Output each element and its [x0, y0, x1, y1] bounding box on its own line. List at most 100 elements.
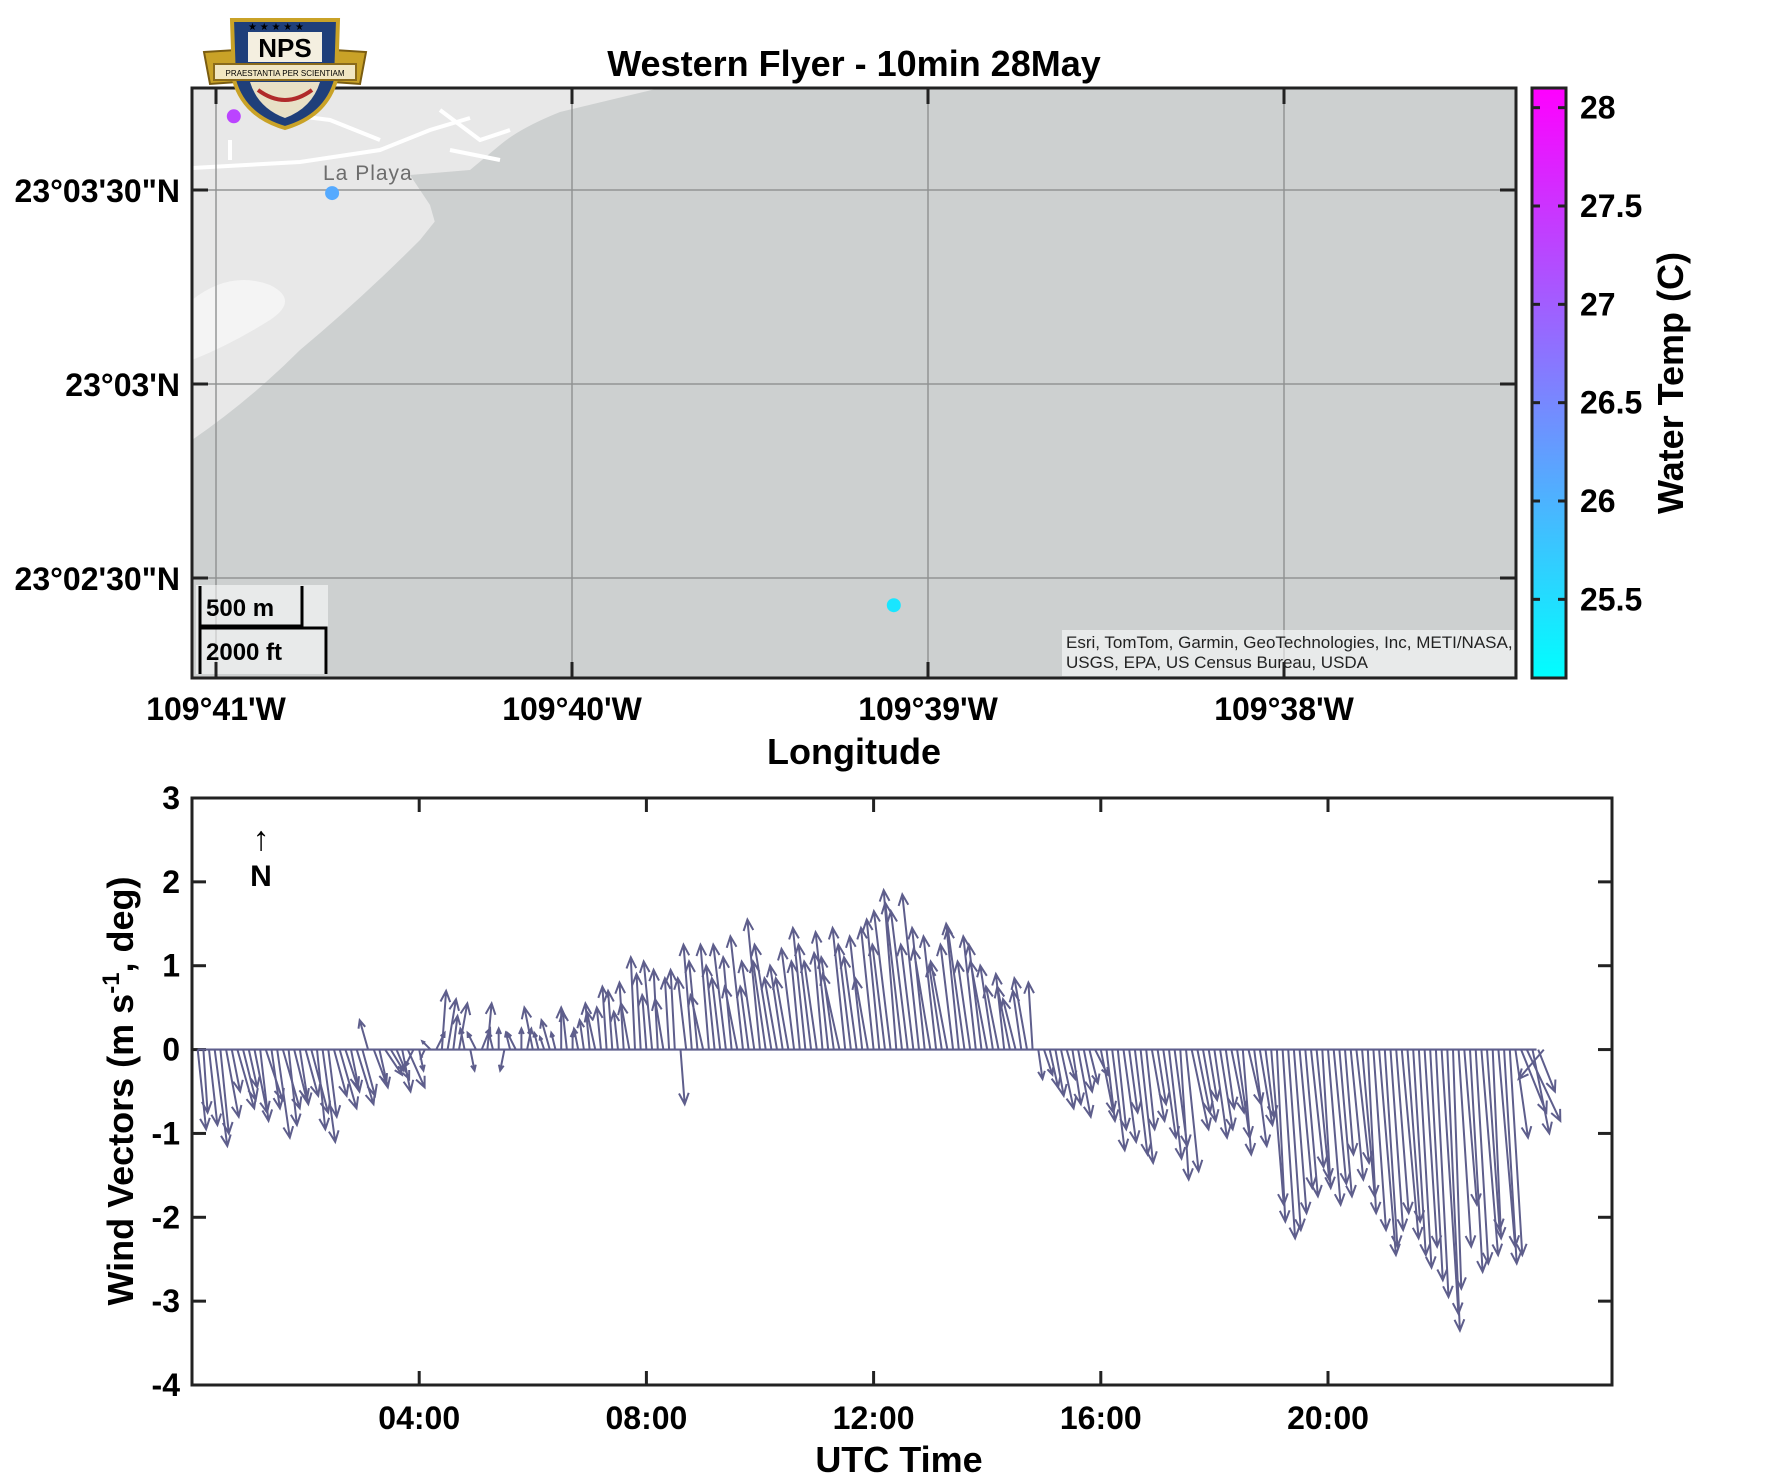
wind-vector [539, 1017, 551, 1050]
wind-vector [909, 946, 932, 1050]
wind-vector [458, 1000, 472, 1050]
wind-vector [1054, 1049, 1068, 1099]
wind-vector [333, 1049, 350, 1099]
wind-ytick-label: 0 [162, 1032, 180, 1068]
wind-vector [810, 929, 830, 1050]
wind-vector [1321, 1049, 1336, 1191]
wind-vector [298, 1049, 313, 1107]
wind-vector [1219, 1049, 1237, 1132]
wind-vector [1060, 1049, 1078, 1111]
wind-vector [625, 954, 638, 1050]
wind-vector [926, 959, 949, 1050]
wind-ytick-label: -1 [152, 1115, 180, 1151]
wind-vector [469, 1049, 477, 1073]
wind-vector [576, 1017, 586, 1050]
wind-xtick-label: 16:00 [1060, 1400, 1142, 1436]
wind-vector [201, 1049, 213, 1115]
wind-vector [861, 917, 881, 1050]
wind-vector [708, 942, 727, 1050]
wind-vector [918, 933, 938, 1050]
scale-bar-ft: 2000 ft [206, 639, 282, 666]
lon-tick-2: 109°39'W [858, 691, 998, 727]
wind-xtick-label: 08:00 [605, 1400, 687, 1436]
wind-vector [495, 1026, 503, 1050]
logo-text: NPS [258, 33, 311, 63]
wind-vector [1338, 1049, 1357, 1199]
wind-vector [403, 1049, 415, 1069]
map-points [226, 109, 901, 613]
wind-vector [665, 967, 677, 1050]
wind-vector [1452, 1049, 1467, 1292]
lat-tick-1: 23°03'N [65, 367, 180, 403]
wind-ytick-label: 2 [162, 864, 180, 900]
wind-vector [259, 1049, 274, 1124]
map-harbor-water [410, 170, 495, 245]
attribution-line-1: Esri, TomTom, Garmin, GeoTechnologies, I… [1066, 633, 1513, 652]
wind-vector [673, 975, 688, 1050]
wind-vector [401, 1049, 415, 1094]
wind-ytick-label: -2 [152, 1199, 180, 1235]
wind-ticks: 3 2 1 0 -1 -2 -3 -4 04:00 08:00 12:00 16:00 20:00 [152, 780, 1612, 1436]
wind-vector [1508, 1049, 1528, 1258]
wind-vector [484, 1000, 497, 1050]
wind-ytick-label: -4 [152, 1367, 181, 1403]
lon-tick-1: 109°40'W [502, 691, 642, 727]
wind-vector [1122, 1049, 1141, 1145]
wind-vector [707, 975, 722, 1050]
wind-vector [458, 1026, 466, 1050]
wind-vector [219, 1049, 234, 1136]
wind-vector [936, 942, 955, 1050]
lon-tick-0: 109°41'W [146, 691, 286, 727]
wind-vector [361, 1049, 378, 1099]
wind-vector [771, 975, 790, 1050]
wind-vector [976, 963, 994, 1050]
wind-vector [1023, 980, 1035, 1050]
wind-vector [1150, 1049, 1169, 1124]
wind-vector [208, 1049, 223, 1128]
map-point [226, 109, 241, 124]
attribution-box [1062, 630, 1514, 676]
wind-vector [304, 1049, 321, 1099]
wind-vector [1389, 1049, 1409, 1233]
wind-vector [1469, 1049, 1488, 1275]
wind-ylabel-main: Wind Vectors (m s [100, 994, 141, 1306]
wind-vector [687, 992, 705, 1050]
wind-vector [678, 942, 693, 1050]
wind-vector [338, 1049, 360, 1111]
wind-ytick-label: 3 [162, 780, 180, 816]
wind-vector [737, 959, 756, 1050]
colorbar-tick-label: 26.5 [1580, 385, 1642, 421]
wind-vector [748, 959, 767, 1050]
svg-text:★ ★ ★ ★ ★: ★ ★ ★ ★ ★ [248, 22, 304, 33]
wind-vector [1378, 1049, 1401, 1258]
wind-vector [816, 954, 835, 1050]
wind-vector [327, 1049, 342, 1120]
wind-vector [867, 942, 886, 1050]
wind-vector [1139, 1049, 1158, 1166]
wind-vector [637, 992, 649, 1050]
wind-vector [1457, 1049, 1477, 1250]
map-xlabel: Longitude [767, 731, 941, 772]
wind-vector [799, 959, 818, 1050]
wind-vector [1514, 1049, 1533, 1141]
map-land [192, 88, 660, 440]
wind-vector [1332, 1049, 1352, 1187]
wind-vector [1395, 1049, 1414, 1216]
colorbar-tick-label: 27.5 [1580, 188, 1642, 224]
wind-vector [760, 975, 778, 1050]
wind-vector [558, 1009, 569, 1050]
wind-vector [357, 1017, 370, 1050]
wind-vector [571, 1026, 580, 1050]
wind-vector [1412, 1049, 1431, 1258]
wind-vector [1213, 1049, 1232, 1141]
wind-vector [1077, 1049, 1095, 1120]
wind-vector [1429, 1049, 1449, 1283]
colorbar: 28 27.5 27 26.5 26 25.5 Water Temp (C) [1530, 86, 1691, 680]
map-basemap: La Playa 500 m 2000 ft [192, 88, 1516, 678]
wind-vector [1202, 1049, 1220, 1124]
wind-xlabel: UTC Time [815, 1439, 982, 1476]
wind-vector [1486, 1049, 1505, 1233]
wind-vector [451, 1013, 462, 1050]
wind-vector [827, 925, 847, 1050]
